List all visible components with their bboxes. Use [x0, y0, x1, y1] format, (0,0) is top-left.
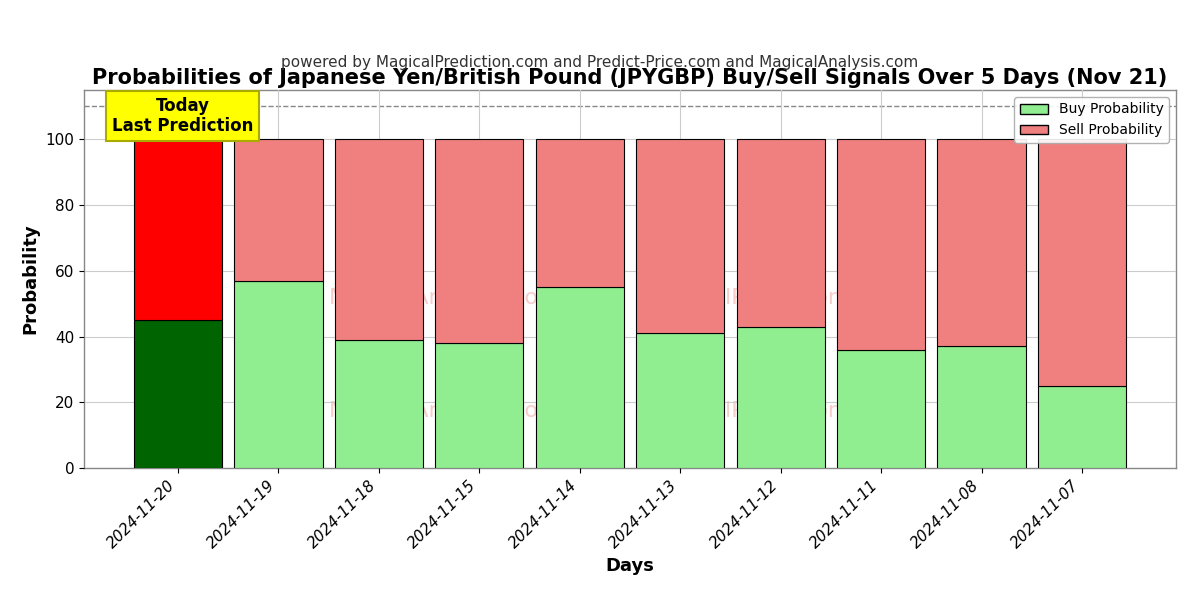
Bar — [234, 281, 323, 468]
Bar — [436, 139, 523, 343]
Text: MagicalAnalysis.com: MagicalAnalysis.com — [329, 401, 560, 421]
Text: powered by MagicalPrediction.com and Predict-Price.com and MagicalAnalysis.com: powered by MagicalPrediction.com and Pre… — [281, 55, 919, 70]
Bar — [636, 333, 725, 468]
Bar — [133, 139, 222, 320]
Bar — [1038, 386, 1127, 468]
Bar — [937, 346, 1026, 468]
Bar — [636, 139, 725, 333]
Bar — [335, 139, 424, 340]
Bar — [937, 139, 1026, 346]
Bar — [737, 326, 824, 468]
Bar — [535, 139, 624, 287]
Text: MagicalPrediction.com: MagicalPrediction.com — [647, 288, 898, 308]
Legend: Buy Probability, Sell Probability: Buy Probability, Sell Probability — [1014, 97, 1169, 143]
Text: Today
Last Prediction: Today Last Prediction — [112, 97, 253, 136]
Bar — [1038, 139, 1127, 386]
X-axis label: Days: Days — [606, 557, 654, 575]
Bar — [133, 320, 222, 468]
Text: MagicalPrediction.com: MagicalPrediction.com — [647, 401, 898, 421]
Bar — [335, 340, 424, 468]
Title: Probabilities of Japanese Yen/British Pound (JPYGBP) Buy/Sell Signals Over 5 Day: Probabilities of Japanese Yen/British Po… — [92, 68, 1168, 88]
Bar — [737, 139, 824, 326]
Bar — [836, 350, 925, 468]
Bar — [535, 287, 624, 468]
Bar — [436, 343, 523, 468]
Text: MagicalAnalysis.com: MagicalAnalysis.com — [329, 288, 560, 308]
Bar — [234, 139, 323, 281]
Y-axis label: Probability: Probability — [22, 224, 40, 334]
Bar — [836, 139, 925, 350]
